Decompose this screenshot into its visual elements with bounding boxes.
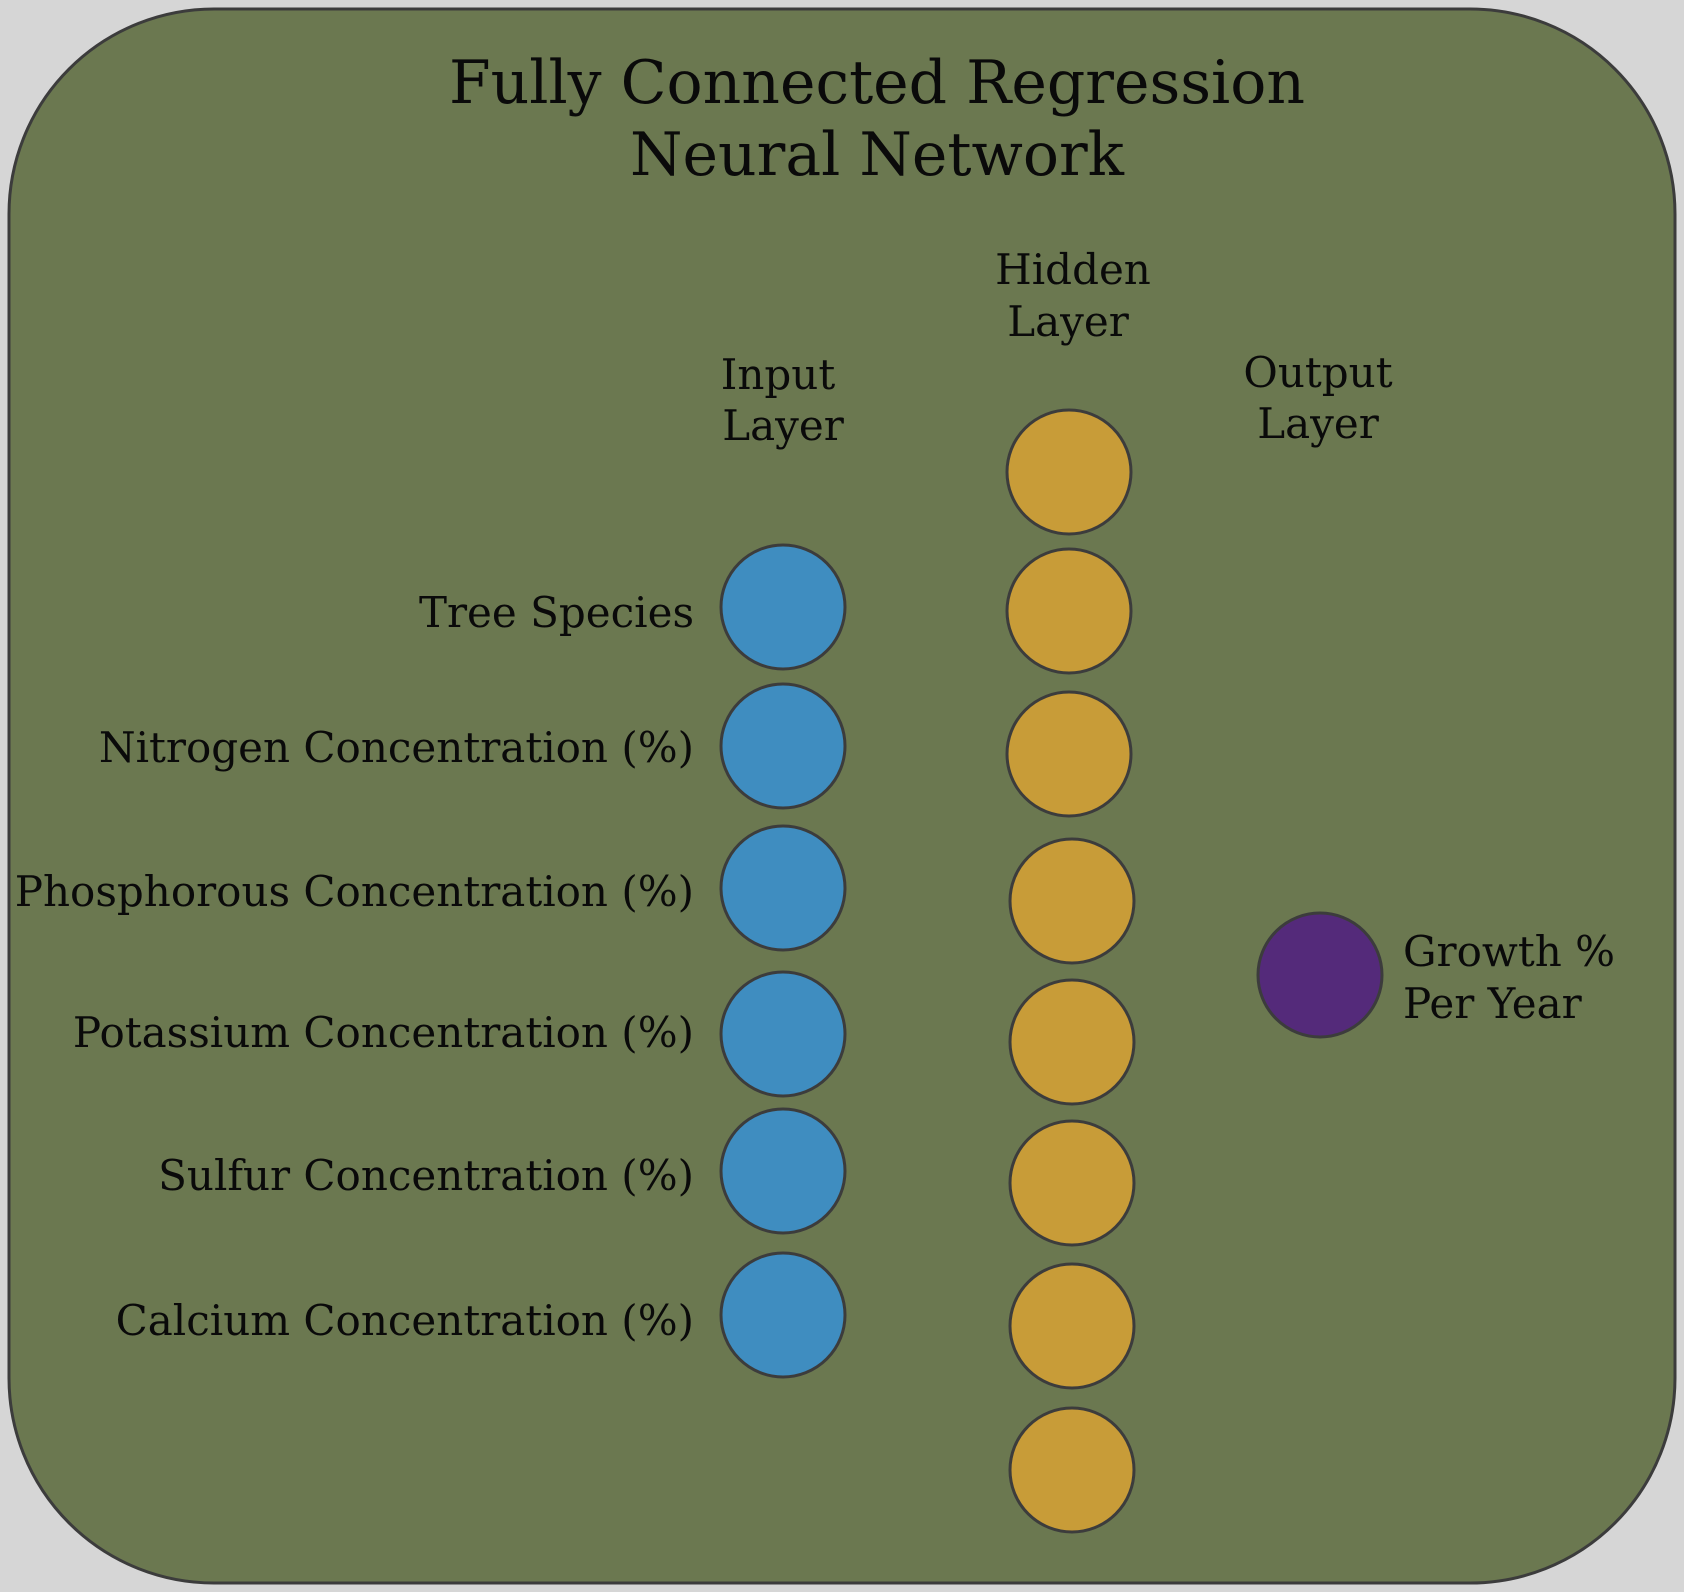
- hidden-node-8: [1008, 1406, 1136, 1534]
- title-line-2: Neural Network: [630, 120, 1125, 190]
- input-node-label: Calcium Concentration (%): [116, 1296, 694, 1345]
- hidden-node-6: [1008, 1119, 1136, 1247]
- hidden-layer-label-line-2: Layer: [1007, 297, 1130, 346]
- input-node-6: Calcium Concentration (%): [116, 1251, 847, 1379]
- hidden-layer-label-line-1: Hidden: [995, 245, 1151, 294]
- input-node-circle: [719, 682, 847, 810]
- title-line-1: Fully Connected Regression: [449, 48, 1305, 118]
- input-node-1: Tree Species: [419, 543, 847, 671]
- output-node-label-line-1: Growth %: [1403, 927, 1615, 976]
- output-layer: Growth % Per Year: [1256, 911, 1615, 1039]
- input-node-circle: [719, 1251, 847, 1379]
- input-node-circle: [719, 824, 847, 952]
- input-node-label: Phosphorous Concentration (%): [15, 867, 694, 916]
- input-node-label: Sulfur Concentration (%): [158, 1151, 694, 1200]
- output-node: [1256, 911, 1384, 1039]
- hidden-layer: [1005, 408, 1136, 1534]
- hidden-node-5: [1008, 978, 1136, 1106]
- input-node-4: Potassium Concentration (%): [73, 970, 847, 1098]
- hidden-node-7: [1008, 1262, 1136, 1390]
- hidden-node-1: [1005, 408, 1133, 536]
- input-node-2: Nitrogen Concentration (%): [99, 682, 847, 810]
- input-layer-label-line-2: Layer: [722, 401, 845, 450]
- input-node-3: Phosphorous Concentration (%): [15, 824, 847, 952]
- input-layer: Tree Species Nitrogen Concentration (%) …: [15, 543, 847, 1379]
- input-node-label: Tree Species: [419, 588, 694, 637]
- hidden-node-4: [1008, 837, 1136, 965]
- hidden-node-3: [1005, 690, 1133, 818]
- input-layer-label-line-1: Input: [721, 350, 836, 399]
- input-node-circle: [719, 1107, 847, 1235]
- output-layer-label-line-2: Layer: [1257, 399, 1380, 448]
- input-node-circle: [719, 970, 847, 1098]
- input-node-circle: [719, 543, 847, 671]
- diagram-panel: [7, 7, 1677, 1585]
- input-node-label: Potassium Concentration (%): [73, 1008, 694, 1057]
- output-node-label-line-2: Per Year: [1403, 979, 1583, 1028]
- input-node-label: Nitrogen Concentration (%): [99, 723, 694, 772]
- output-layer-label-line-1: Output: [1243, 348, 1392, 397]
- input-node-5: Sulfur Concentration (%): [158, 1107, 847, 1235]
- hidden-node-2: [1005, 547, 1133, 675]
